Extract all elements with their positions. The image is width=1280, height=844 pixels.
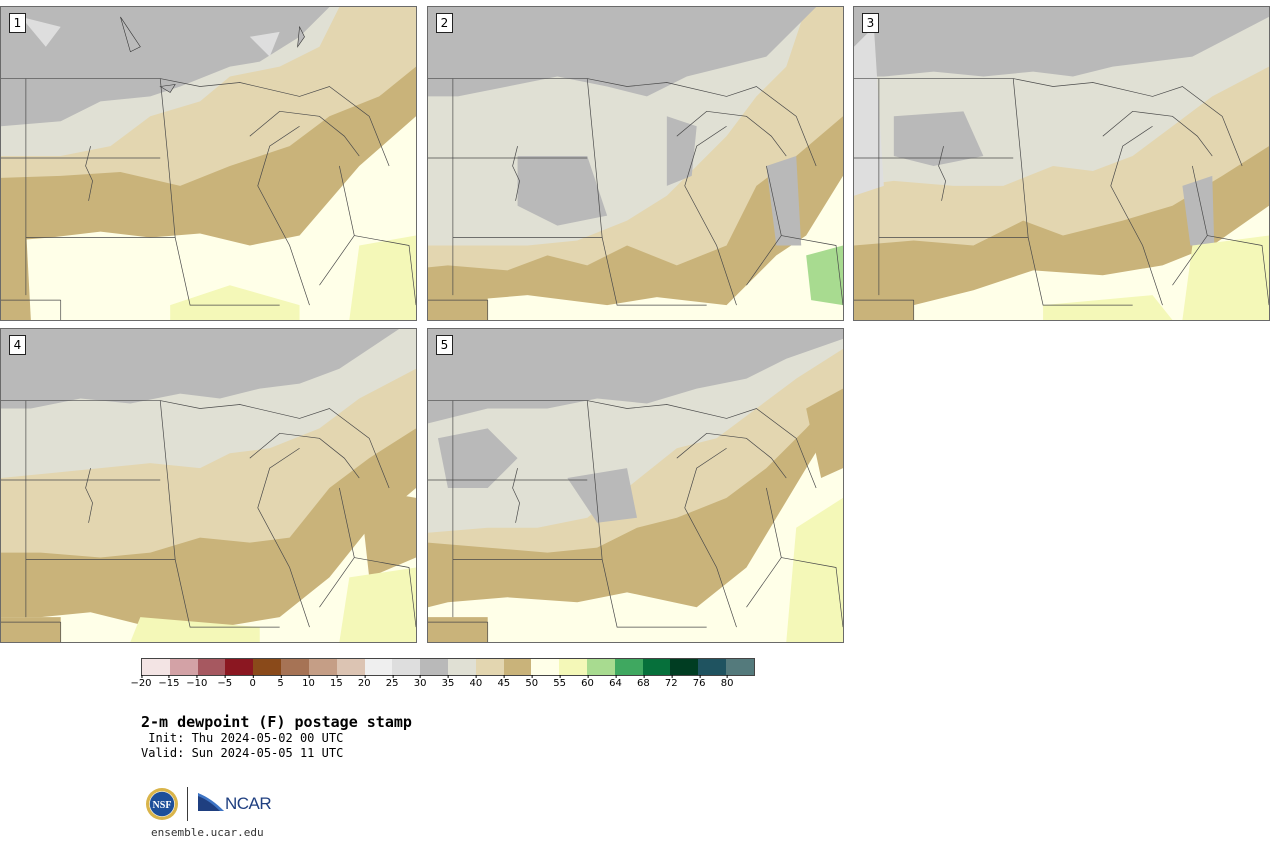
colorbar-swatch (670, 659, 699, 675)
dewpoint-map-5 (428, 329, 843, 642)
panel-number: 5 (436, 335, 453, 355)
colorbar-swatch (364, 659, 393, 675)
colorbar-swatch (642, 659, 671, 675)
colorbar-tick-label: 80 (720, 675, 734, 689)
colorbar (141, 658, 755, 676)
colorbar-swatch (726, 659, 754, 675)
panel-number: 2 (436, 13, 453, 33)
colorbar-tick-label: 60 (581, 675, 594, 689)
colorbar-tick-label: −10 (186, 675, 208, 689)
colorbar-tick-label: 64 (609, 675, 622, 689)
dewpoint-map-2 (428, 7, 843, 320)
colorbar-swatch (336, 659, 365, 675)
colorbar-swatch (559, 659, 587, 675)
colorbar-tick-label: 20 (357, 675, 371, 689)
colorbar-swatch (197, 659, 226, 675)
ncar-mark-icon (198, 793, 224, 811)
site-url: ensemble.ucar.edu (151, 826, 264, 839)
dewpoint-map-3 (854, 7, 1269, 320)
colorbar-tick-label: 10 (302, 675, 315, 689)
colorbar-tick-label: 76 (692, 675, 706, 689)
panel-number: 3 (862, 13, 879, 33)
colorbar-swatch (142, 659, 170, 675)
nsf-ncar-logo: NSF NCAR (145, 785, 275, 825)
colorbar-tick-label: 25 (385, 675, 399, 689)
colorbar-swatch (531, 659, 560, 675)
member-panel-4: 4 (0, 328, 417, 643)
member-panel-5: 5 (427, 328, 844, 643)
colorbar-tick-label: 15 (329, 675, 343, 689)
colorbar-tick-label: −5 (217, 675, 233, 689)
colorbar-tick-label: 55 (553, 675, 566, 689)
panel-number: 4 (9, 335, 26, 355)
dewpoint-map-4 (1, 329, 416, 642)
init-time: Init: Thu 2024-05-02 00 UTC (141, 731, 344, 745)
colorbar-swatch (253, 659, 282, 675)
colorbar-swatch (447, 659, 476, 675)
colorbar-tick-label: 0 (249, 675, 256, 689)
nsf-seal-icon: NSF (146, 788, 178, 820)
colorbar-swatch (587, 659, 615, 675)
colorbar-swatch (475, 659, 504, 675)
colorbar-tick-label: 40 (469, 675, 483, 689)
colorbar-swatch (308, 659, 337, 675)
colorbar-tick-label: 45 (497, 675, 511, 689)
colorbar-swatch (392, 659, 421, 675)
valid-time: Valid: Sun 2024-05-05 11 UTC (141, 746, 344, 760)
colorbar-tick-label: 72 (664, 675, 678, 689)
colorbar-tick-label: 35 (441, 675, 455, 689)
colorbar-swatch (281, 659, 309, 675)
member-panel-3: 3 (853, 6, 1270, 321)
colorbar-tick-label: 5 (277, 675, 284, 689)
figure-title: 2-m dewpoint (F) postage stamp (141, 713, 412, 731)
colorbar-swatch (169, 659, 198, 675)
colorbar-ticks: −20 −15 −10 −5 0 5 10 15 20 25 30 35 40 45 50 55 60 64 68 7… (130, 675, 755, 696)
colorbar-swatch (503, 659, 532, 675)
ncar-wordmark: NCAR (225, 794, 272, 813)
logo-divider (187, 787, 188, 821)
colorbar-swatch (225, 659, 254, 675)
colorbar-swatch (614, 659, 643, 675)
colorbar-tick-label: 68 (636, 675, 650, 689)
colorbar-tick-label: −15 (158, 675, 180, 689)
colorbar-swatch (698, 659, 727, 675)
colorbar-tick-label: 30 (413, 675, 427, 689)
colorbar-tick-label: −20 (130, 675, 152, 689)
colorbar-swatch (420, 659, 448, 675)
member-panel-1: 1 (0, 6, 417, 321)
panel-number: 1 (9, 13, 26, 33)
dewpoint-map-1 (1, 7, 416, 320)
colorbar-tick-label: 50 (525, 675, 539, 689)
svg-text:NSF: NSF (153, 800, 172, 811)
member-panel-2: 2 (427, 6, 844, 321)
